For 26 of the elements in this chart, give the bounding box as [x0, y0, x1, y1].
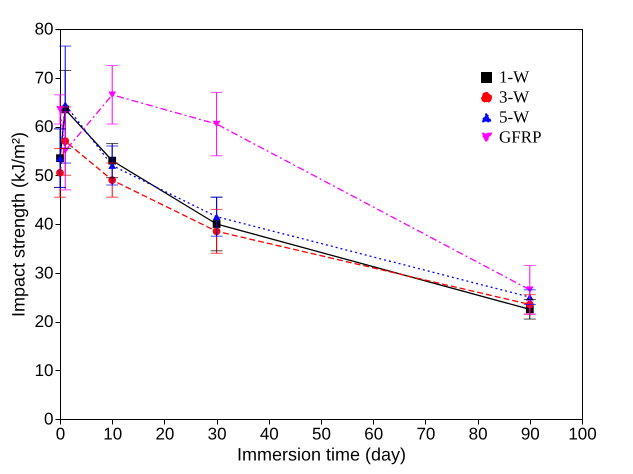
y-tick-label: 0 [44, 410, 54, 428]
x-tick-label: 90 [520, 424, 540, 444]
x-tick-label: 10 [103, 424, 122, 444]
x-tick-label: 80 [468, 424, 488, 444]
x-axis-title: Immersion time (day) [236, 444, 406, 464]
legend-label: 3-W [499, 88, 530, 106]
y-axis-title: Impact strength (kJ/m²) [8, 132, 29, 318]
y-tick-label: 60 [34, 117, 54, 136]
y-tick-label: 20 [34, 312, 54, 331]
y-tick-label: 70 [34, 68, 54, 88]
legend-label: 5-W [499, 108, 530, 126]
x-tick-label: 100 [568, 424, 597, 444]
x-tick-label: 50 [312, 424, 331, 444]
y-tick-label: 10 [34, 360, 54, 380]
x-tick-label: 40 [260, 424, 279, 444]
x-tick-label: 60 [364, 424, 384, 444]
y-tick-label: 50 [34, 166, 54, 185]
legend-label: GFRP [499, 128, 542, 146]
y-tick-label: 40 [34, 214, 54, 234]
x-tick-label: 20 [155, 424, 174, 444]
x-tick-label: 30 [208, 424, 227, 444]
x-tick-label: 70 [416, 424, 436, 444]
x-tick-label: 0 [56, 424, 66, 444]
y-tick-label: 80 [34, 20, 54, 38]
legend-label: 1-W [499, 68, 530, 86]
y-tick-label: 30 [34, 263, 54, 282]
